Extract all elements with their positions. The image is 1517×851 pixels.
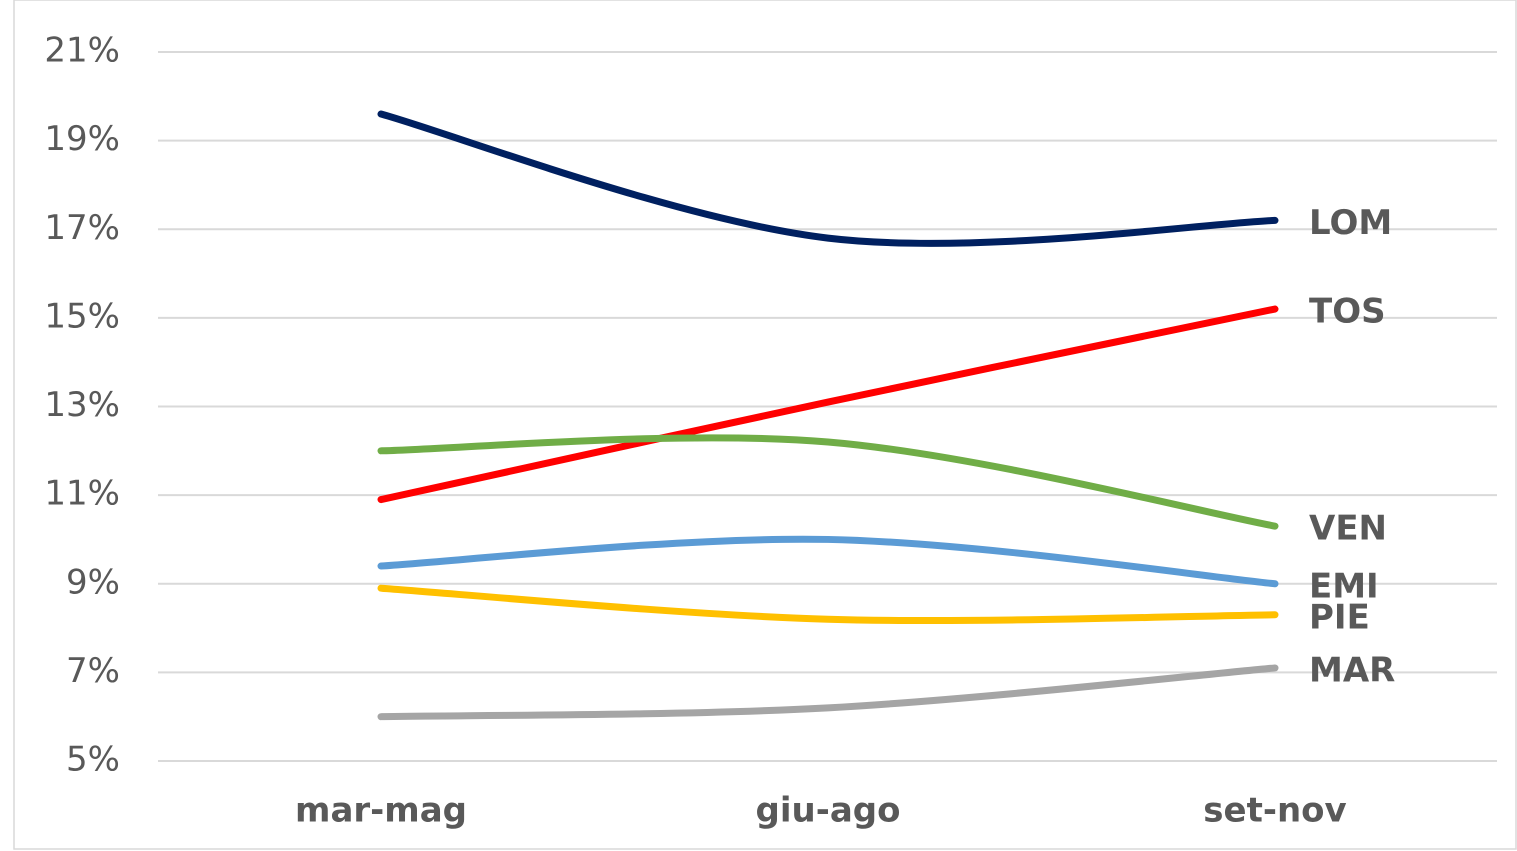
y-tick-label: 19% — [44, 119, 120, 159]
y-tick-label: 21% — [44, 31, 120, 71]
series-label: TOS — [1309, 292, 1386, 332]
x-tick-label: giu-ago — [756, 791, 901, 831]
series-line — [377, 535, 1279, 588]
y-tick-label: 9% — [66, 562, 120, 602]
series-label: MAR — [1309, 650, 1395, 690]
series-label: PIE — [1309, 597, 1370, 637]
y-tick-label: 13% — [44, 385, 120, 425]
y-tick-label: 5% — [66, 740, 120, 780]
series-line — [377, 110, 1279, 247]
x-tick-label: mar-mag — [295, 791, 467, 831]
series-line — [377, 664, 1279, 721]
series-line — [377, 434, 1279, 530]
series-line — [377, 305, 1279, 504]
y-tick-label: 11% — [44, 474, 120, 514]
series-line — [377, 584, 1279, 625]
y-tick-label: 17% — [44, 208, 120, 248]
y-tick-label: 7% — [66, 651, 120, 691]
series-label: VEN — [1309, 509, 1387, 549]
chart-border — [13, 0, 1517, 850]
y-tick-label: 15% — [44, 296, 120, 336]
series-label: EMI — [1309, 566, 1379, 606]
series-label: LOM — [1309, 203, 1392, 243]
x-tick-label: set-nov — [1203, 791, 1346, 831]
